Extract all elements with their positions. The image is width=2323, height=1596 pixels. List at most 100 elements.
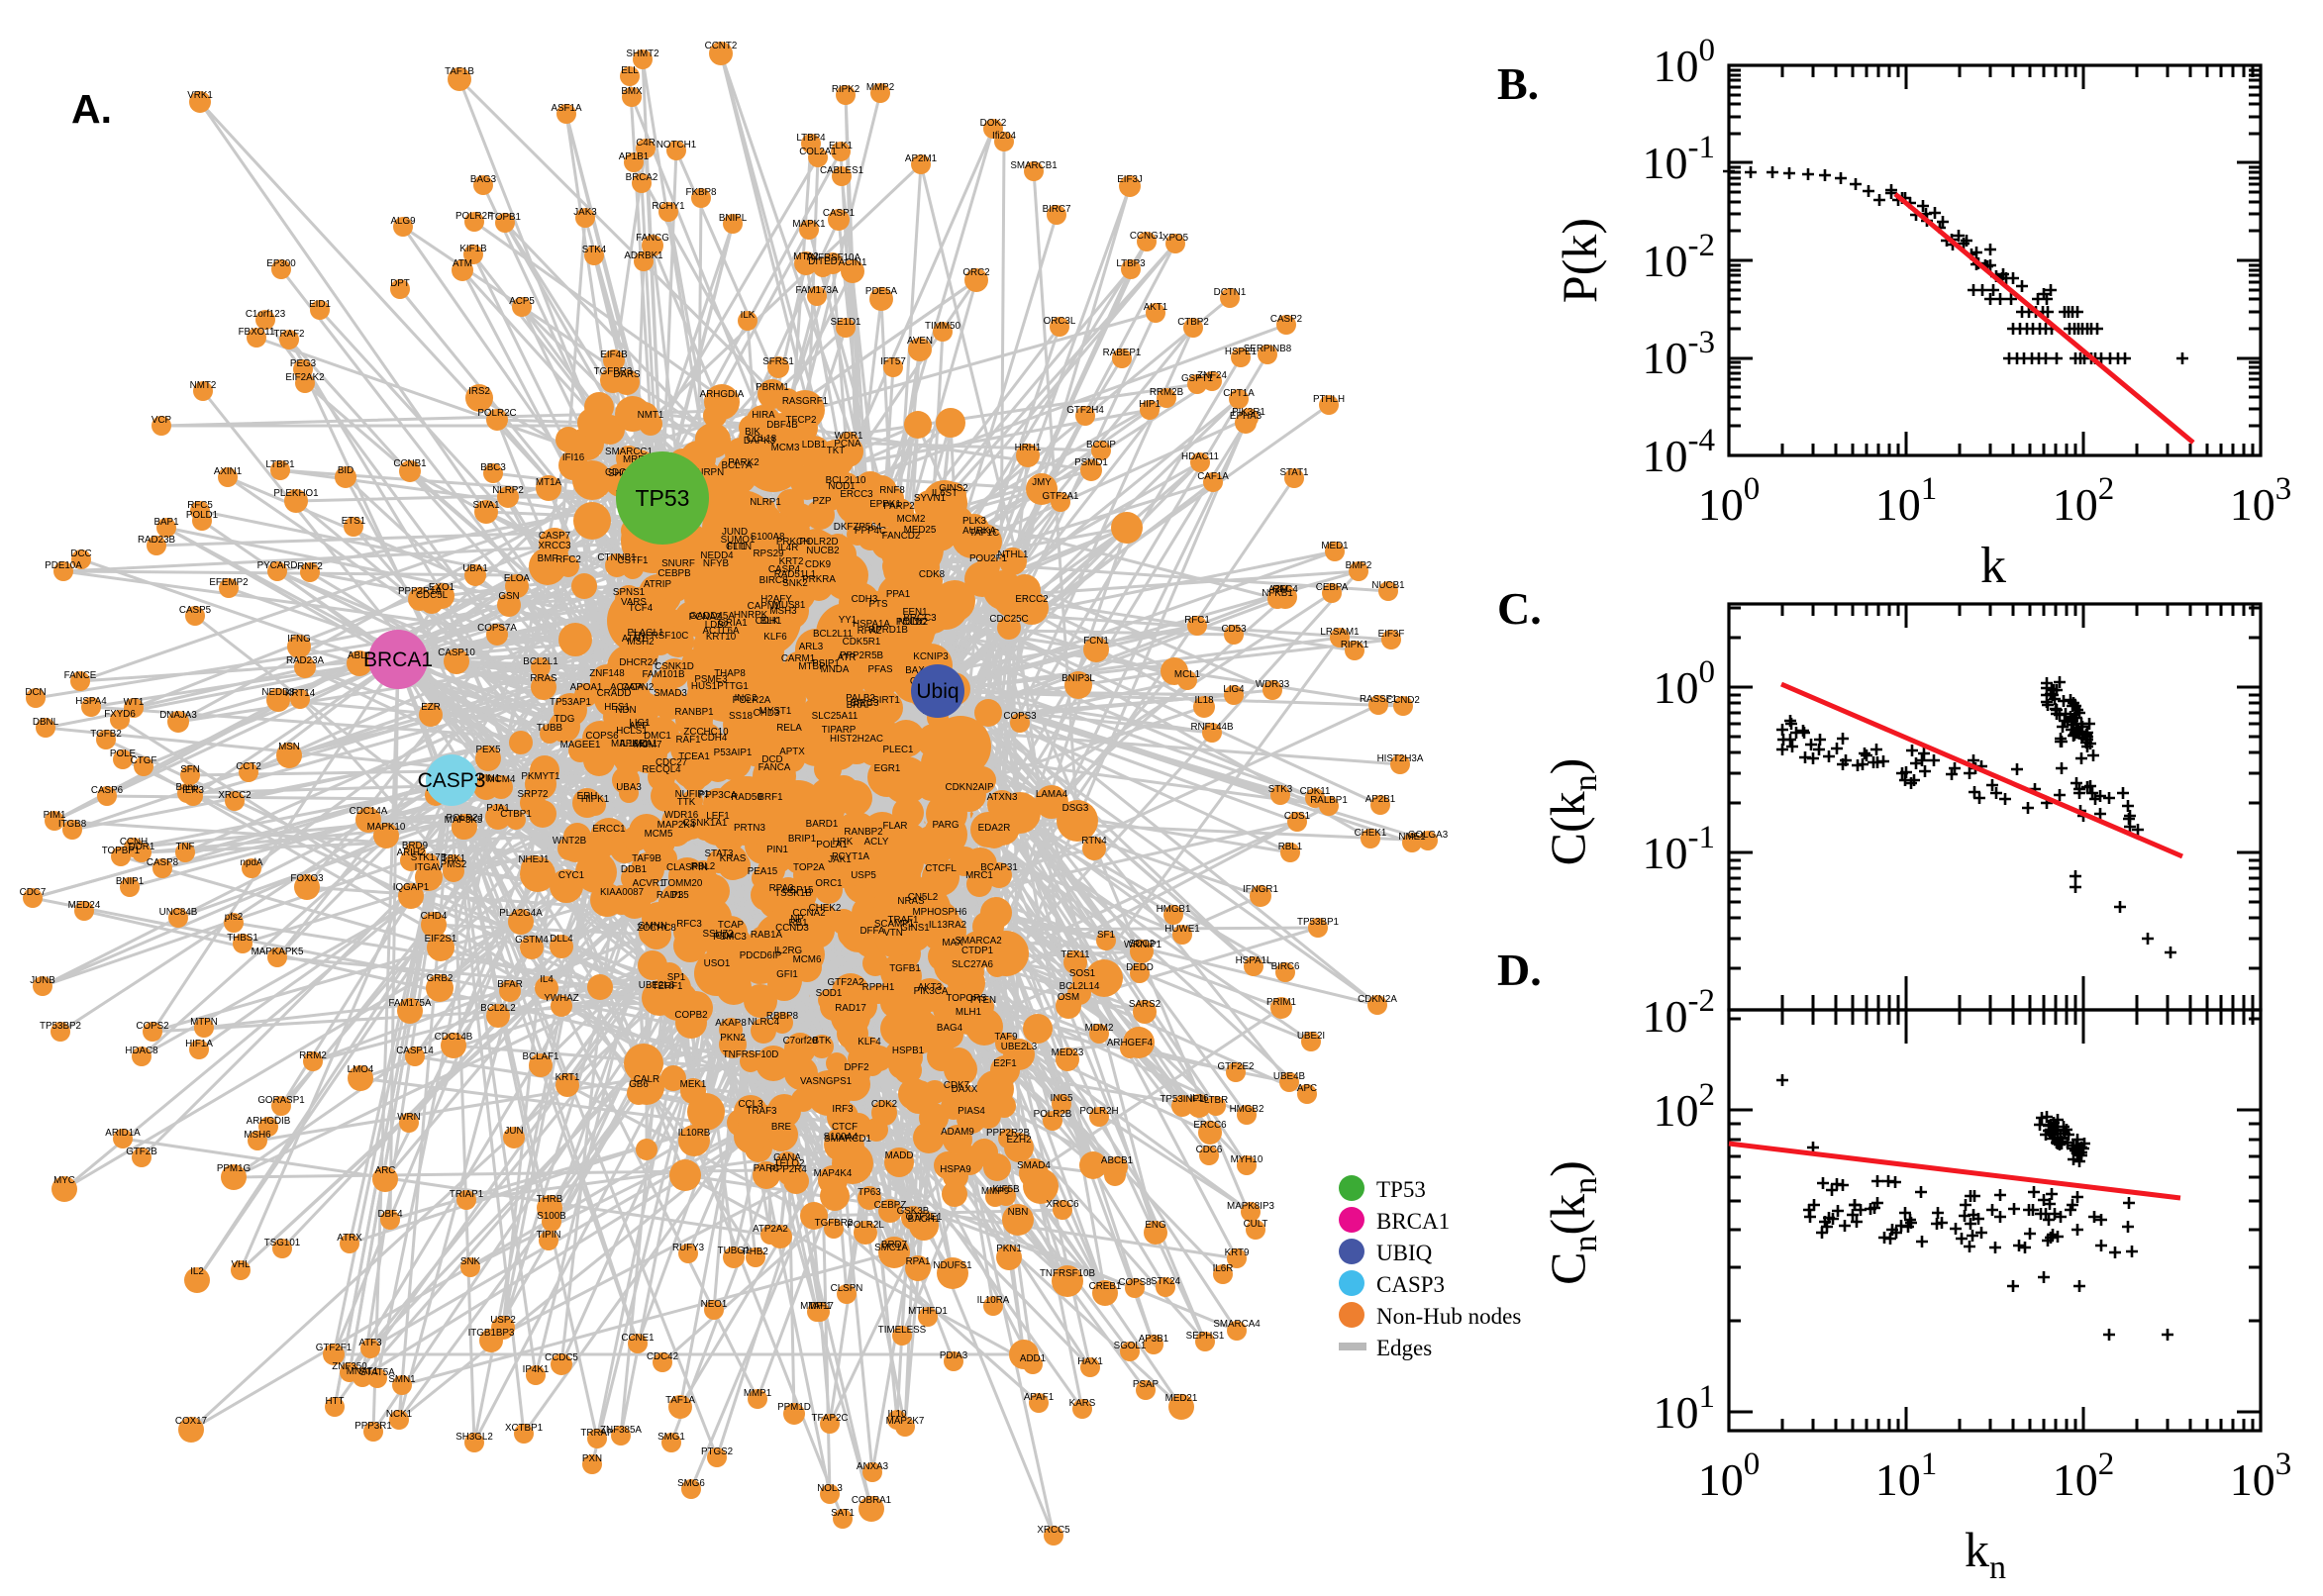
- svg-text:PLEC1: PLEC1: [882, 745, 913, 755]
- svg-text:PLA2G4A: PLA2G4A: [499, 908, 543, 919]
- svg-text:UBE2L6: UBE2L6: [639, 980, 675, 991]
- svg-text:PLAGL1: PLAGL1: [627, 628, 663, 639]
- svg-text:CHD4: CHD4: [421, 911, 448, 922]
- svg-text:CDC6: CDC6: [1196, 1145, 1223, 1155]
- svg-text:CTGF: CTGF: [131, 755, 157, 766]
- svg-text:PRKRA: PRKRA: [802, 574, 836, 585]
- svg-text:GSTM4: GSTM4: [515, 935, 549, 946]
- svg-text:XRCC6: XRCC6: [1046, 1199, 1079, 1210]
- svg-text:KIF5B: KIF5B: [992, 1184, 1020, 1195]
- svg-text:ITGB1BP3: ITGB1BP3: [468, 1328, 515, 1339]
- svg-text:IL2RG: IL2RG: [774, 946, 802, 956]
- svg-text:CCNH: CCNH: [120, 837, 148, 848]
- svg-text:BAG3: BAG3: [470, 174, 497, 185]
- svg-text:MAP2K4: MAP2K4: [657, 820, 696, 831]
- svg-text:ERH: ERH: [577, 791, 598, 802]
- svg-text:EID1: EID1: [309, 299, 331, 310]
- svg-text:CASP1: CASP1: [823, 208, 855, 219]
- svg-text:MTPN: MTPN: [190, 1017, 218, 1028]
- svg-text:BNIP3L: BNIP3L: [1061, 673, 1095, 684]
- svg-text:GTF2H4: GTF2H4: [1066, 405, 1104, 416]
- svg-text:CHEK1: CHEK1: [1355, 828, 1387, 839]
- svg-text:CEBPZ: CEBPZ: [874, 1200, 907, 1211]
- svg-text:CASP2: CASP2: [1270, 314, 1302, 325]
- svg-text:BRAP: BRAP: [847, 700, 873, 711]
- svg-text:TCEA1: TCEA1: [678, 751, 710, 762]
- svg-text:CD4: CD4: [715, 931, 735, 942]
- svg-text:EPPK1: EPPK1: [869, 499, 901, 510]
- svg-text:FKBP8: FKBP8: [685, 187, 717, 198]
- svg-text:PTEN: PTEN: [970, 995, 996, 1006]
- svg-text:Ubiq: Ubiq: [916, 680, 959, 703]
- svg-text:CCT2: CCT2: [236, 761, 261, 772]
- svg-text:CDC42: CDC42: [647, 1351, 678, 1362]
- svg-text:CCDC5: CCDC5: [545, 1352, 578, 1363]
- svg-text:HSPA4: HSPA4: [75, 696, 107, 707]
- svg-text:RNF2: RNF2: [297, 561, 323, 572]
- svg-text:RBBP8: RBBP8: [766, 1011, 799, 1022]
- svg-text:IL10RB: IL10RB: [678, 1128, 711, 1139]
- svg-text:IL13RA1: IL13RA1: [620, 739, 657, 749]
- svg-text:NUCB1: NUCB1: [1371, 580, 1404, 591]
- svg-text:TAF1B: TAF1B: [445, 66, 474, 77]
- svg-text:LTBP3: LTBP3: [1116, 258, 1146, 269]
- svg-text:DDR1: DDR1: [129, 842, 155, 852]
- svg-text:WRNIP1: WRNIP1: [1124, 940, 1162, 950]
- svg-text:RPA2: RPA2: [858, 626, 882, 637]
- svg-text:POLR2A: POLR2A: [733, 695, 771, 706]
- svg-text:CN5L2: CN5L2: [908, 892, 939, 903]
- svg-text:EIF3J: EIF3J: [1117, 174, 1143, 185]
- svg-text:RPRD1B: RPRD1B: [868, 625, 908, 636]
- svg-text:SUMO1: SUMO1: [721, 535, 756, 546]
- svg-text:IQGAP1: IQGAP1: [393, 882, 429, 893]
- svg-text:ARL3: ARL3: [799, 642, 824, 652]
- svg-text:ARHGDIA: ARHGDIA: [700, 389, 745, 400]
- svg-text:SPIN1: SPIN1: [472, 773, 500, 784]
- svg-text:CTBP1: CTBP1: [500, 809, 532, 820]
- svg-text:CTCF: CTCF: [832, 1122, 858, 1133]
- svg-text:BACH1: BACH1: [908, 1214, 941, 1225]
- svg-text:HIP1: HIP1: [1139, 399, 1161, 410]
- svg-text:ZCCHC10: ZCCHC10: [683, 727, 729, 738]
- svg-text:COBRA1: COBRA1: [852, 1495, 891, 1506]
- svg-text:ZNF24: ZNF24: [1197, 370, 1227, 381]
- svg-text:TP53INP1: TP53INP1: [1160, 1094, 1204, 1105]
- svg-text:BIRC8: BIRC8: [759, 575, 788, 586]
- svg-text:TOPBP1: TOPBP1: [102, 846, 140, 856]
- svg-text:CCND3: CCND3: [775, 923, 809, 934]
- svg-text:APC: APC: [1297, 1083, 1317, 1094]
- svg-text:EFEMP2: EFEMP2: [209, 577, 248, 588]
- svg-text:BIRC7: BIRC7: [1043, 204, 1071, 215]
- svg-text:ERCC1: ERCC1: [592, 824, 625, 835]
- svg-text:PCYT1A: PCYT1A: [832, 851, 870, 862]
- svg-text:RTN4: RTN4: [1081, 836, 1107, 847]
- svg-text:CASP3: CASP3: [418, 769, 486, 792]
- svg-text:EDA2R: EDA2R: [978, 823, 1011, 834]
- svg-text:POLR2F: POLR2F: [455, 211, 493, 222]
- svg-text:IL18: IL18: [1194, 695, 1214, 706]
- svg-text:FEN1: FEN1: [902, 607, 927, 618]
- svg-text:CEBPB: CEBPB: [657, 568, 691, 579]
- svg-text:P53AIP1: P53AIP1: [714, 748, 753, 758]
- svg-text:SOD1: SOD1: [816, 988, 843, 999]
- svg-text:GTF2F1: GTF2F1: [316, 1343, 352, 1353]
- svg-text:PIAS4: PIAS4: [958, 1106, 985, 1117]
- svg-text:MSH6: MSH6: [244, 1130, 271, 1141]
- svg-text:HIRA: HIRA: [752, 410, 775, 421]
- svg-text:ATP2A2: ATP2A2: [753, 1224, 788, 1235]
- svg-text:RAD23B: RAD23B: [138, 535, 176, 546]
- svg-text:PPP2R2B: PPP2R2B: [986, 1128, 1031, 1139]
- svg-text:POLE: POLE: [110, 748, 137, 759]
- svg-text:DEDD: DEDD: [1126, 962, 1154, 973]
- svg-text:CLSPN: CLSPN: [831, 1283, 863, 1294]
- svg-text:HCLS1: HCLS1: [616, 726, 648, 737]
- svg-text:APOA1: APOA1: [570, 682, 603, 693]
- svg-text:CRADD: CRADD: [597, 688, 632, 699]
- svg-text:BAX: BAX: [905, 665, 925, 676]
- svg-text:XRCC3: XRCC3: [538, 541, 571, 551]
- svg-text:BRCA2: BRCA2: [626, 172, 658, 183]
- svg-text:SF1: SF1: [1097, 930, 1115, 941]
- svg-text:PIK3R1: PIK3R1: [1232, 407, 1265, 418]
- svg-text:GRB2: GRB2: [427, 973, 454, 984]
- svg-text:TNF: TNF: [175, 842, 194, 852]
